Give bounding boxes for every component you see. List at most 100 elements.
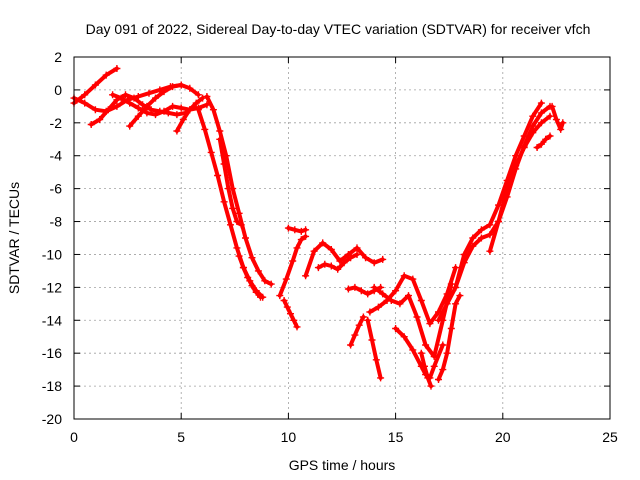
data-point-marker bbox=[287, 310, 294, 318]
data-point-marker bbox=[134, 112, 142, 120]
data-point-marker bbox=[340, 259, 348, 267]
data-point-marker bbox=[557, 125, 565, 133]
data-point-marker bbox=[81, 99, 89, 107]
data-point-marker bbox=[134, 104, 142, 112]
data-point-marker bbox=[173, 127, 181, 135]
data-point-marker bbox=[396, 300, 404, 308]
data-point-marker bbox=[370, 259, 378, 267]
data-point-marker bbox=[512, 162, 520, 170]
series-trace bbox=[365, 318, 383, 380]
data-point-marker bbox=[486, 247, 494, 255]
data-point-marker bbox=[261, 277, 269, 285]
y-tick-label: -8 bbox=[50, 214, 63, 230]
axis-ticks bbox=[73, 56, 611, 420]
data-point-marker bbox=[321, 260, 329, 268]
series-arc-11 bbox=[276, 232, 310, 300]
data-point-marker bbox=[392, 287, 400, 295]
data-point-marker bbox=[327, 246, 335, 253]
x-tick-label: 20 bbox=[495, 429, 511, 445]
data-point-marker bbox=[214, 172, 222, 179]
series-arc-14 bbox=[302, 239, 387, 280]
data-point-marker bbox=[400, 333, 408, 341]
series-trace bbox=[286, 226, 308, 234]
data-point-marker bbox=[374, 303, 382, 311]
series-trace bbox=[237, 254, 263, 300]
data-point-marker bbox=[130, 94, 138, 102]
data-point-marker bbox=[186, 84, 194, 92]
data-point-marker bbox=[548, 102, 556, 110]
data-point-marker bbox=[327, 262, 335, 270]
data-point-marker bbox=[302, 232, 310, 240]
data-point-marker bbox=[347, 341, 355, 349]
data-point-marker bbox=[220, 160, 228, 168]
y-tick-label: -2 bbox=[50, 115, 63, 131]
plot-frame bbox=[73, 56, 611, 420]
data-point-marker bbox=[314, 264, 322, 272]
data-point-marker bbox=[113, 65, 121, 72]
data-point-marker bbox=[469, 242, 477, 250]
data-point-marker bbox=[400, 272, 408, 280]
data-point-marker bbox=[357, 287, 365, 295]
data-point-marker bbox=[529, 112, 537, 120]
data-point-marker bbox=[421, 362, 428, 370]
data-point-marker bbox=[336, 257, 344, 265]
data-point-marker bbox=[233, 244, 241, 252]
series-arc-28 bbox=[548, 102, 567, 133]
series-trace bbox=[348, 315, 366, 347]
data-point-marker bbox=[370, 283, 378, 291]
data-point-marker bbox=[102, 71, 110, 79]
data-point-marker bbox=[372, 356, 380, 364]
data-point-marker bbox=[199, 94, 207, 102]
data-point-marker bbox=[302, 272, 310, 280]
series-trace bbox=[303, 240, 385, 278]
data-point-marker bbox=[156, 86, 164, 94]
data-point-marker bbox=[430, 362, 438, 370]
data-point-marker bbox=[248, 254, 256, 262]
data-point-marker bbox=[452, 264, 460, 272]
x-tick-label: 25 bbox=[602, 429, 618, 445]
data-point-marker bbox=[267, 280, 275, 288]
data-point-marker bbox=[546, 132, 554, 140]
data-point-marker bbox=[452, 300, 460, 308]
data-point-marker bbox=[169, 102, 177, 110]
data-point-marker bbox=[456, 292, 464, 300]
data-point-marker bbox=[169, 83, 177, 91]
data-point-marker bbox=[319, 239, 327, 247]
y-tick-label: -18 bbox=[42, 378, 62, 394]
data-point-marker bbox=[477, 226, 485, 234]
data-point-marker bbox=[417, 297, 425, 304]
data-point-marker bbox=[224, 185, 232, 193]
data-point-marker bbox=[81, 91, 89, 99]
data-point-marker bbox=[529, 129, 537, 137]
data-point-marker bbox=[364, 290, 372, 298]
data-point-marker bbox=[542, 135, 550, 143]
series-trace bbox=[393, 326, 445, 380]
data-point-marker bbox=[347, 254, 355, 262]
x-tick-label: 5 bbox=[177, 429, 185, 445]
data-point-marker bbox=[233, 218, 241, 225]
data-point-marker bbox=[379, 255, 387, 263]
data-point-marker bbox=[177, 81, 185, 89]
data-point-marker bbox=[417, 349, 425, 357]
y-tick-label: -10 bbox=[42, 246, 62, 262]
data-point-marker bbox=[368, 336, 376, 344]
data-point-marker bbox=[239, 264, 247, 272]
series-trace bbox=[436, 293, 462, 382]
series-trace bbox=[277, 234, 308, 298]
series-arc-7 bbox=[203, 93, 275, 288]
data-point-marker bbox=[422, 341, 430, 349]
data-point-marker bbox=[248, 282, 256, 290]
data-point-marker bbox=[194, 91, 202, 99]
data-point-marker bbox=[227, 221, 234, 229]
series-arc-13 bbox=[284, 224, 310, 235]
data-point-marker bbox=[362, 254, 370, 262]
data-point-marker bbox=[117, 94, 125, 102]
data-point-marker bbox=[302, 226, 310, 234]
data-point-marker bbox=[443, 349, 451, 357]
x-tick-label: 15 bbox=[388, 429, 404, 445]
data-point-marker bbox=[291, 226, 299, 234]
data-point-marker bbox=[353, 244, 361, 252]
data-point-marker bbox=[546, 112, 554, 120]
y-tick-label: -12 bbox=[42, 279, 62, 295]
